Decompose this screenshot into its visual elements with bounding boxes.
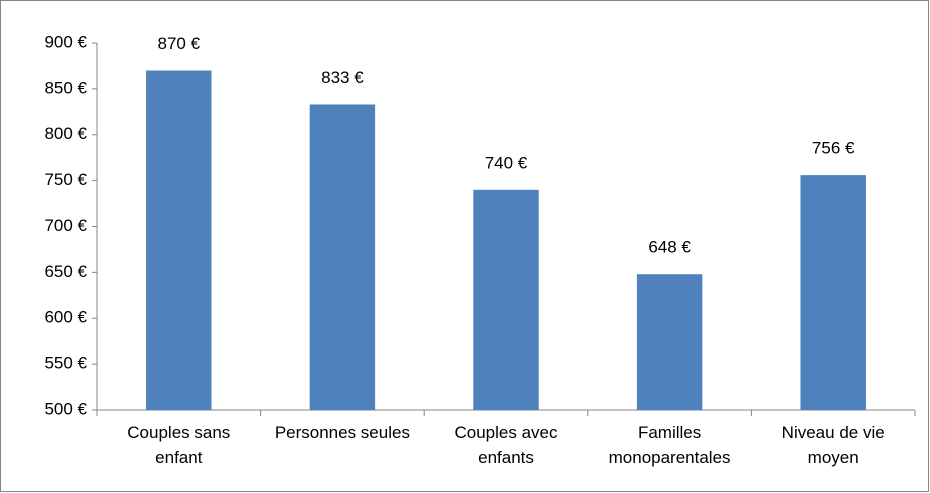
- data-label: 833 €: [321, 68, 364, 87]
- data-label: 870 €: [158, 34, 201, 53]
- y-tick-label: 650 €: [44, 262, 87, 281]
- x-tick-label: Niveau de vie moyen: [781, 423, 885, 467]
- x-tick-label: Familles monoparentales: [608, 423, 731, 467]
- bar: [146, 70, 212, 411]
- bar: [636, 274, 703, 410]
- x-tick-label: Couples avec enfants: [454, 423, 558, 467]
- y-tick-label: 500 €: [44, 399, 87, 418]
- x-tick-label: Couples sans enfant: [127, 423, 231, 467]
- x-tick-label: Personnes seules: [274, 423, 410, 442]
- data-label: 648 €: [648, 238, 691, 257]
- y-tick-label: 750 €: [44, 170, 87, 189]
- y-tick-label: 700 €: [44, 216, 87, 235]
- y-tick-label: 850 €: [44, 78, 87, 97]
- y-tick-label: 550 €: [44, 354, 87, 373]
- y-tick-label: 800 €: [44, 124, 87, 143]
- y-tick-label: 600 €: [44, 308, 87, 327]
- data-label: 740 €: [485, 153, 528, 172]
- bar: [800, 175, 866, 410]
- data-label: 756 €: [812, 139, 855, 158]
- bar: [309, 104, 376, 410]
- y-tick-label: 900 €: [44, 32, 87, 51]
- bar: [473, 189, 539, 410]
